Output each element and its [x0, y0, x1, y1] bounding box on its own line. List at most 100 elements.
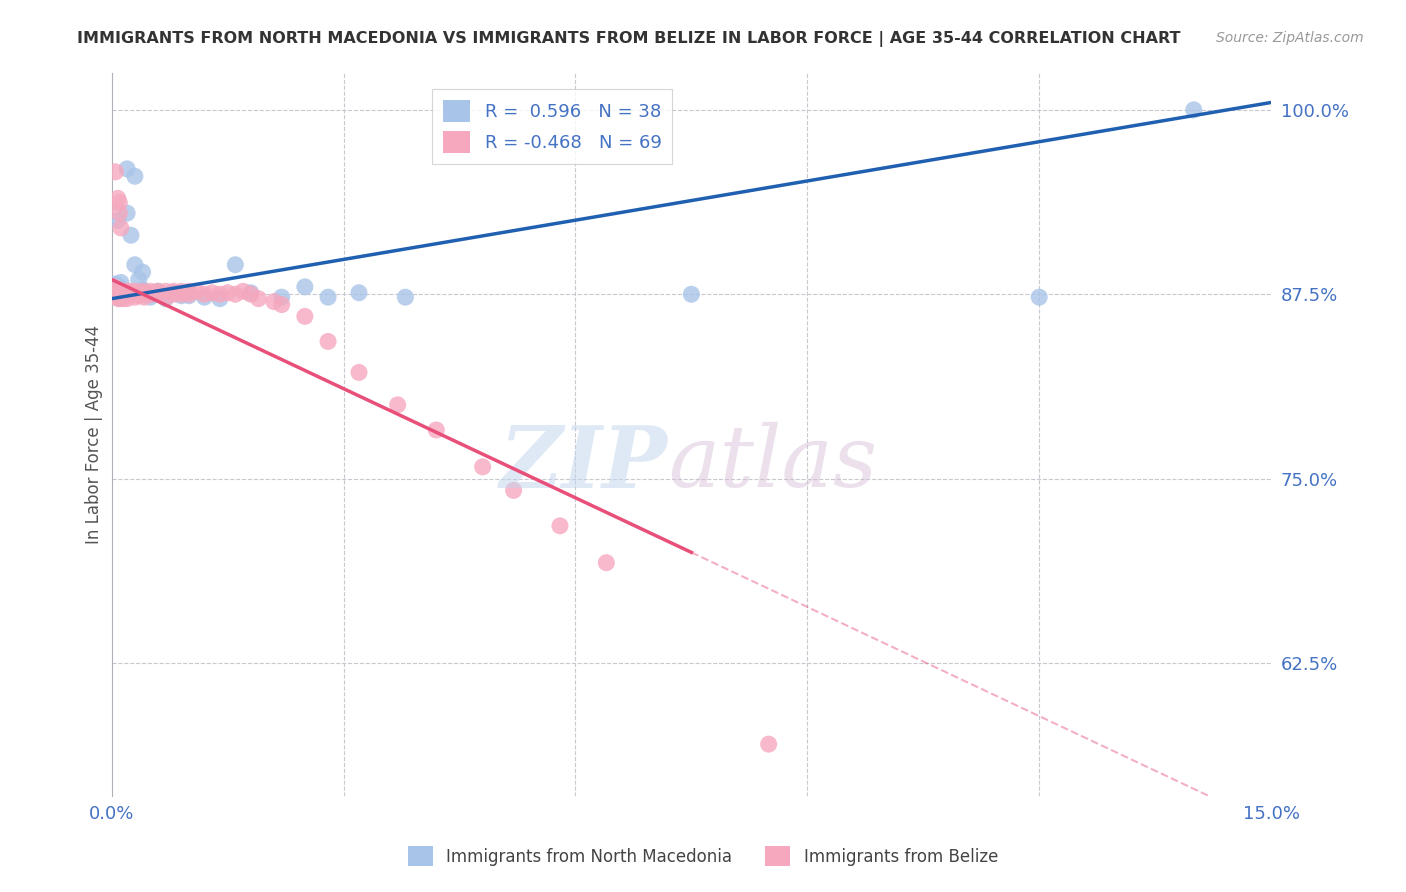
Point [193, 287, 215, 301]
Point [201, 285, 224, 300]
Point [471, 459, 494, 474]
Point [681, 287, 703, 301]
Point [132, 290, 155, 304]
Point [105, 287, 128, 301]
Point [114, 289, 136, 303]
Point [108, 280, 131, 294]
Point [224, 258, 246, 272]
Point [1182, 103, 1205, 117]
Point [115, 285, 138, 299]
Point [347, 285, 370, 300]
Point [107, 292, 129, 306]
Point [128, 289, 150, 303]
Point [124, 258, 146, 272]
Point [115, 161, 138, 176]
Point [316, 290, 339, 304]
Point [193, 290, 215, 304]
Point [115, 206, 138, 220]
Point [224, 287, 246, 301]
Point [758, 737, 780, 751]
Point [387, 398, 409, 412]
Text: ZIP: ZIP [501, 422, 668, 505]
Point [162, 285, 184, 300]
Point [139, 290, 162, 304]
Point [108, 289, 131, 303]
Point [105, 287, 128, 301]
Point [112, 292, 135, 306]
Point [139, 285, 162, 299]
Point [131, 287, 153, 301]
Point [294, 280, 316, 294]
Point [124, 290, 146, 304]
Point [108, 206, 131, 220]
Point [162, 285, 184, 299]
Point [208, 287, 231, 301]
Point [104, 289, 127, 303]
Legend: Immigrants from North Macedonia, Immigrants from Belize: Immigrants from North Macedonia, Immigra… [401, 839, 1005, 873]
Point [270, 290, 292, 304]
Point [135, 285, 157, 300]
Point [270, 297, 292, 311]
Point [208, 292, 231, 306]
Point [124, 287, 146, 301]
Point [177, 285, 200, 299]
Point [108, 283, 131, 297]
Point [232, 285, 254, 299]
Point [186, 285, 208, 299]
Point [125, 285, 148, 300]
Point [111, 285, 134, 300]
Point [502, 483, 524, 498]
Point [111, 287, 134, 301]
Point [112, 285, 135, 299]
Point [105, 290, 128, 304]
Point [155, 292, 177, 306]
Point [112, 287, 135, 301]
Y-axis label: In Labor Force | Age 35-44: In Labor Force | Age 35-44 [86, 325, 103, 544]
Point [107, 285, 129, 300]
Point [548, 518, 571, 533]
Point [124, 169, 146, 184]
Point [162, 287, 184, 301]
Point [143, 285, 166, 300]
Point [146, 285, 169, 299]
Point [139, 287, 162, 301]
Point [104, 165, 127, 179]
Point [131, 265, 153, 279]
Point [155, 285, 177, 299]
Point [131, 285, 153, 299]
Text: Source: ZipAtlas.com: Source: ZipAtlas.com [1216, 31, 1364, 45]
Point [110, 276, 132, 290]
Point [170, 285, 193, 299]
Legend: R =  0.596   N = 38, R = -0.468   N = 69: R = 0.596 N = 38, R = -0.468 N = 69 [432, 89, 672, 164]
Point [217, 285, 239, 300]
Point [108, 292, 131, 306]
Point [112, 285, 135, 300]
Point [170, 289, 193, 303]
Point [110, 285, 132, 299]
Point [110, 220, 132, 235]
Point [177, 287, 200, 301]
Point [120, 287, 142, 301]
Point [124, 285, 146, 299]
Point [107, 213, 129, 227]
Point [103, 285, 125, 299]
Point [135, 285, 157, 300]
Point [263, 294, 285, 309]
Point [294, 310, 316, 324]
Point [177, 289, 200, 303]
Point [131, 283, 153, 297]
Point [120, 228, 142, 243]
Point [595, 556, 617, 570]
Point [247, 292, 270, 306]
Point [115, 287, 138, 301]
Point [139, 287, 162, 301]
Point [146, 285, 169, 299]
Point [347, 366, 370, 380]
Point [155, 290, 177, 304]
Point [115, 292, 138, 306]
Point [103, 280, 125, 294]
Text: IMMIGRANTS FROM NORTH MACEDONIA VS IMMIGRANTS FROM BELIZE IN LABOR FORCE | AGE 3: IMMIGRANTS FROM NORTH MACEDONIA VS IMMIG… [77, 31, 1181, 47]
Point [170, 287, 193, 301]
Point [104, 285, 127, 299]
Point [239, 285, 262, 300]
